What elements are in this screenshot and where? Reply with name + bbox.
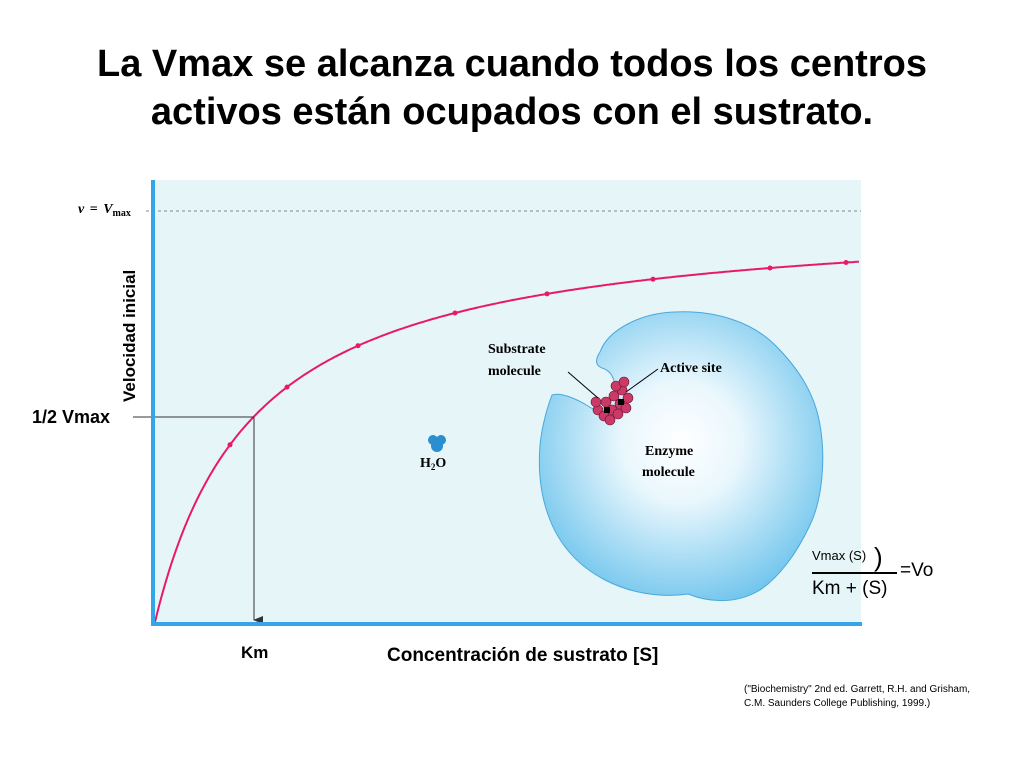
substrate-pointer-line	[567, 371, 599, 399]
equation-denominator: Km + (S)	[812, 578, 888, 599]
michaelis-menten-equation: Vmax (S) ) =Vo Km + (S)	[812, 542, 962, 608]
curve-point	[650, 276, 656, 282]
substrate-atom	[590, 396, 602, 408]
vmax-label: v = Vmax	[78, 202, 131, 219]
curve-point	[544, 291, 550, 297]
substrate-molecule-icon	[590, 376, 634, 426]
y-axis-label: Velocidad inicial	[120, 270, 139, 402]
active-site-label: Active site	[660, 361, 722, 376]
title-line-1: La Vmax se alcanza cuando todos los cent…	[97, 43, 927, 85]
substrate-atom	[608, 390, 620, 402]
substrate-atom	[620, 402, 632, 414]
km-label: Km	[241, 643, 268, 662]
substrate-atom	[612, 408, 624, 420]
x-axis-label: Concentración de sustrato [S]	[387, 645, 658, 666]
y-axis	[151, 180, 155, 626]
curve-point	[284, 384, 290, 390]
citation: ("Biochemistry" 2nd ed. Garrett, R.H. an…	[744, 683, 970, 711]
saturation-curve	[154, 260, 860, 623]
substrate-atom	[618, 376, 630, 388]
curve-points	[227, 260, 849, 448]
equation-numerator: Vmax (S)	[812, 548, 867, 563]
fraction-bar	[812, 572, 897, 574]
water-label: H2O	[420, 456, 446, 472]
active-site-marker	[604, 407, 610, 413]
substrate-label: Substrate molecule	[488, 342, 549, 379]
equation-result: =Vo	[900, 560, 934, 581]
citation-line-1: ("Biochemistry" 2nd ed. Garrett, R.H. an…	[744, 684, 971, 695]
curve-point	[452, 310, 458, 316]
substrate-atom	[622, 392, 634, 404]
active-site-pointer-line	[625, 368, 659, 393]
half-vmax-label: 1/2 Vmax	[32, 407, 110, 427]
slide-title: La Vmax se alcanza cuando todos los cent…	[0, 40, 1024, 136]
curve-point	[227, 442, 233, 448]
curve-point	[843, 260, 849, 265]
enzyme-label: Enzyme molecule	[642, 444, 697, 480]
active-site-marker	[618, 399, 624, 405]
x-axis	[151, 622, 862, 626]
citation-line-2: C.M. Saunders College Publishing, 1999.)	[744, 698, 931, 709]
equation-paren: )	[874, 542, 883, 572]
water-molecule-icon	[428, 435, 446, 452]
title-line-2: activos están ocupados con el sustrato.	[150, 91, 874, 133]
substrate-atom	[604, 414, 616, 426]
curve-point	[355, 343, 361, 349]
curve-point	[767, 265, 773, 271]
